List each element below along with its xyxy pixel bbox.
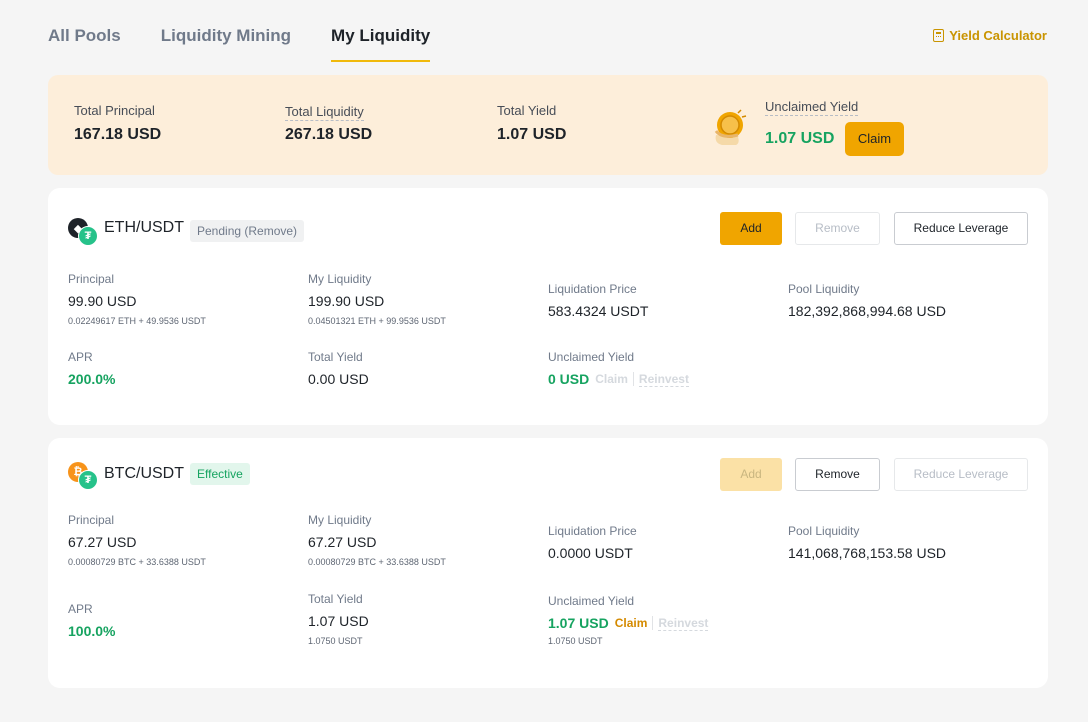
liquidation-price-label: Liquidation Price bbox=[548, 524, 637, 538]
claim-link[interactable]: Claim bbox=[595, 372, 628, 386]
total-principal-value: 167.18 USD bbox=[74, 126, 162, 143]
total-yield: Total Yield 1.07 USD bbox=[497, 103, 566, 144]
total-liquidity-value: 267.18 USD bbox=[285, 126, 373, 143]
liquidation-price-field: Liquidation Price 0.0000 USDT bbox=[548, 524, 637, 561]
my-liquidity-breakdown: 0.00080729 BTC + 33.6388 USDT bbox=[308, 557, 446, 567]
principal-breakdown: 0.00080729 BTC + 33.6388 USDT bbox=[68, 557, 206, 567]
liquidation-price-value: 0.0000 USDT bbox=[548, 545, 633, 561]
pool-liquidity-value: 182,392,868,994.68 USD bbox=[788, 303, 947, 319]
apr-field: APR 100.0% bbox=[68, 602, 115, 639]
pair-name: BTC/USDT bbox=[104, 465, 184, 482]
tether-icon: ₮ bbox=[78, 226, 98, 246]
apr-value: 100.0% bbox=[68, 623, 116, 639]
unclaimed-yield-label: Unclaimed Yield bbox=[548, 594, 635, 608]
unclaimed-yield-value: 1.07 USD bbox=[765, 130, 835, 147]
total-yield-breakdown: 1.0750 USDT bbox=[308, 636, 363, 646]
total-yield-value: 1.07 USD bbox=[308, 613, 369, 629]
total-principal-label: Total Principal bbox=[74, 103, 155, 118]
apr-label: APR bbox=[68, 602, 93, 616]
my-liquidity-label: My Liquidity bbox=[308, 272, 372, 286]
pool-liquidity-value: 141,068,768,153.58 USD bbox=[788, 545, 947, 561]
total-yield-value: 0.00 USD bbox=[308, 371, 369, 387]
tab-all-pools[interactable]: All Pools bbox=[48, 26, 121, 45]
apr-value: 200.0% bbox=[68, 371, 116, 387]
unclaimed-yield-value: 0 USD bbox=[548, 371, 590, 387]
unclaimed-yield-value: 1.07 USD bbox=[548, 615, 609, 631]
pair-icons: ₿ ₮ bbox=[68, 462, 100, 490]
claim-all-button[interactable]: Claim bbox=[844, 122, 905, 156]
add-button[interactable]: Add bbox=[720, 212, 782, 245]
status-badge: Effective bbox=[190, 463, 250, 485]
liquidation-price-value: 583.4324 USDT bbox=[548, 303, 649, 319]
pair-name: ETH/USDT bbox=[104, 219, 184, 236]
tether-icon: ₮ bbox=[78, 470, 98, 490]
my-liquidity-field: My Liquidity 67.27 USD 0.00080729 BTC + … bbox=[308, 513, 446, 567]
my-liquidity-label: My Liquidity bbox=[308, 513, 372, 527]
principal-field: Principal 67.27 USD 0.00080729 BTC + 33.… bbox=[68, 513, 206, 567]
principal-value: 67.27 USD bbox=[68, 534, 137, 550]
coin-hand-icon bbox=[714, 109, 747, 145]
my-liquidity-breakdown: 0.04501321 ETH + 99.9536 USDT bbox=[308, 316, 446, 326]
unclaimed-yield-row: 0 USD Claim Reinvest bbox=[548, 371, 689, 387]
my-liquidity-value: 199.90 USD bbox=[308, 293, 385, 309]
unclaimed-yield-field: Unclaimed Yield 1.07 USD Claim Reinvest … bbox=[548, 594, 709, 646]
principal-breakdown: 0.02249617 ETH + 49.9536 USDT bbox=[68, 316, 206, 326]
principal-label: Principal bbox=[68, 513, 115, 527]
add-button[interactable]: Add bbox=[720, 458, 782, 491]
unclaimed-yield-label: Unclaimed Yield bbox=[548, 350, 635, 364]
tab-my-liquidity[interactable]: My Liquidity bbox=[331, 24, 431, 62]
unclaimed-yield-label[interactable]: Unclaimed Yield bbox=[765, 99, 859, 116]
reinvest-link[interactable]: Reinvest bbox=[658, 615, 709, 631]
pool-liquidity-field: Pool Liquidity 182,392,868,994.68 USD bbox=[788, 282, 946, 319]
total-yield-label: Total Yield bbox=[497, 103, 557, 118]
pool-liquidity-field: Pool Liquidity 141,068,768,153.58 USD bbox=[788, 524, 946, 561]
total-yield-field: Total Yield 0.00 USD bbox=[308, 350, 369, 387]
total-principal: Total Principal 167.18 USD bbox=[74, 103, 161, 144]
tab-liquidity-mining[interactable]: Liquidity Mining bbox=[160, 26, 292, 45]
pool-tabs: All Pools Liquidity Mining My Liquidity bbox=[48, 24, 470, 62]
status-badge: Pending (Remove) bbox=[190, 220, 305, 242]
divider bbox=[632, 372, 634, 386]
pool-liquidity-label: Pool Liquidity bbox=[788, 524, 860, 538]
principal-label: Principal bbox=[68, 272, 115, 286]
total-yield-label: Total Yield bbox=[308, 350, 363, 364]
principal-field: Principal 99.90 USD 0.02249617 ETH + 49.… bbox=[68, 272, 206, 326]
total-liquidity-label[interactable]: Total Liquidity bbox=[285, 104, 364, 121]
total-liquidity: Total Liquidity 267.18 USD bbox=[285, 103, 372, 144]
yield-calculator-label: Yield Calculator bbox=[949, 28, 1047, 43]
unclaimed-yield-row: 1.07 USD Claim Reinvest bbox=[548, 615, 709, 631]
my-liquidity-value: 67.27 USD bbox=[308, 534, 377, 550]
remove-button[interactable]: Remove bbox=[795, 212, 880, 245]
unclaimed-yield: Unclaimed Yield 1.07 USD Claim bbox=[765, 98, 905, 156]
unclaimed-yield-breakdown: 1.0750 USDT bbox=[548, 636, 603, 646]
yield-calculator-link[interactable]: Yield Calculator bbox=[933, 28, 1047, 43]
claim-link[interactable]: Claim bbox=[614, 616, 648, 630]
pair-icons: ◆ ₮ bbox=[68, 218, 100, 246]
summary-panel: Total Principal 167.18 USD Total Liquidi… bbox=[48, 75, 1048, 175]
reduce-leverage-button[interactable]: Reduce Leverage bbox=[894, 458, 1028, 491]
reinvest-link[interactable]: Reinvest bbox=[638, 371, 689, 387]
pool-card-eth-usdt: ◆ ₮ ETH/USDT Pending (Remove) Add Remove… bbox=[48, 188, 1048, 425]
total-yield-label: Total Yield bbox=[308, 592, 363, 606]
liquidation-price-field: Liquidation Price 583.4324 USDT bbox=[548, 282, 648, 319]
principal-value: 99.90 USD bbox=[68, 293, 137, 309]
pool-liquidity-label: Pool Liquidity bbox=[788, 282, 860, 296]
unclaimed-yield-field: Unclaimed Yield 0 USD Claim Reinvest bbox=[548, 350, 689, 387]
total-yield-value: 1.07 USD bbox=[497, 126, 567, 143]
calculator-icon bbox=[933, 29, 945, 42]
liquidation-price-label: Liquidation Price bbox=[548, 282, 637, 296]
total-yield-field: Total Yield 1.07 USD 1.0750 USDT bbox=[308, 592, 369, 646]
remove-button[interactable]: Remove bbox=[795, 458, 880, 491]
pool-card-btc-usdt: ₿ ₮ BTC/USDT Effective Add Remove Reduce… bbox=[48, 438, 1048, 688]
my-liquidity-field: My Liquidity 199.90 USD 0.04501321 ETH +… bbox=[308, 272, 446, 326]
reduce-leverage-button[interactable]: Reduce Leverage bbox=[894, 212, 1028, 245]
apr-label: APR bbox=[68, 350, 93, 364]
divider bbox=[652, 616, 654, 630]
apr-field: APR 200.0% bbox=[68, 350, 115, 387]
